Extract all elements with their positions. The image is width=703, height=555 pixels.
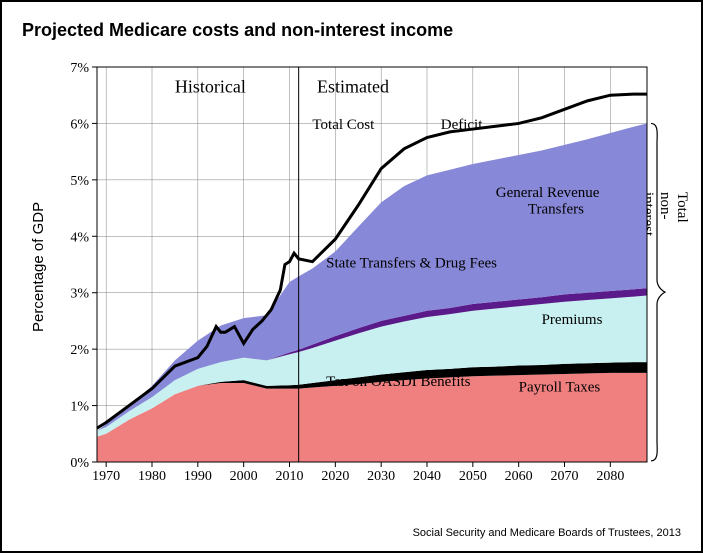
svg-text:4%: 4%	[70, 230, 89, 245]
svg-text:7%: 7%	[70, 61, 89, 76]
svg-text:2060: 2060	[505, 469, 533, 484]
svg-text:2%: 2%	[70, 343, 89, 358]
svg-text:2010: 2010	[276, 469, 304, 484]
svg-text:General Revenue: General Revenue	[496, 185, 600, 201]
svg-text:1980: 1980	[138, 469, 166, 484]
medicare-chart: 0% 1% 2% 3% 4% 5% 6% 7% 1970 1980 1990 2000 2010 2020…	[2, 2, 703, 555]
svg-text:Tax on OASDI Benefits: Tax on OASDI Benefits	[326, 374, 471, 390]
svg-text:1970: 1970	[92, 469, 120, 484]
svg-text:6%: 6%	[70, 117, 89, 132]
svg-text:Premiums: Premiums	[542, 312, 603, 328]
svg-text:2050: 2050	[459, 469, 487, 484]
svg-text:Historical: Historical	[175, 76, 246, 96]
svg-text:Estimated: Estimated	[317, 76, 389, 96]
svg-text:5%: 5%	[70, 174, 89, 189]
svg-text:2030: 2030	[367, 469, 395, 484]
svg-text:3%: 3%	[70, 287, 89, 302]
svg-text:2080: 2080	[596, 469, 624, 484]
svg-text:1%: 1%	[70, 400, 89, 415]
svg-text:1990: 1990	[184, 469, 212, 484]
svg-text:0%: 0%	[70, 456, 89, 471]
svg-text:Payroll Taxes: Payroll Taxes	[519, 379, 601, 395]
svg-text:2040: 2040	[413, 469, 441, 484]
svg-text:2020: 2020	[321, 469, 349, 484]
svg-text:Transfers: Transfers	[528, 202, 584, 218]
svg-text:State Transfers & Drug Fees: State Transfers & Drug Fees	[326, 255, 497, 271]
svg-text:Deficit: Deficit	[441, 117, 483, 133]
svg-text:Total Cost: Total Cost	[312, 117, 375, 133]
svg-text:2000: 2000	[230, 469, 258, 484]
svg-text:2070: 2070	[551, 469, 579, 484]
